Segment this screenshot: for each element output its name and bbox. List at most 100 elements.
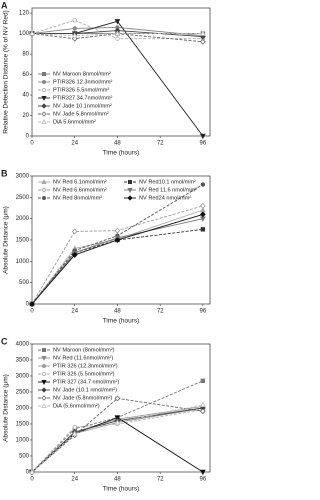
marker xyxy=(200,133,206,140)
series-line xyxy=(31,209,204,305)
legend-marker xyxy=(42,80,47,85)
y-tick-label: 1500 xyxy=(16,238,30,244)
figure: A 0 20 40 60 80 100 120 0 24 48 72 96 Time (hours) Rel… xyxy=(1,0,211,493)
x-axis-title: Time (hours) xyxy=(103,318,140,325)
panel-label: B xyxy=(1,168,8,178)
marker xyxy=(200,469,206,476)
y-axis-title: Relative Detection Distance (% of NV Red… xyxy=(3,10,10,134)
legend-marker xyxy=(41,387,47,393)
series-line xyxy=(31,184,204,305)
y-tick-label: 2500 xyxy=(16,390,30,396)
legend: NV Maroon (8nmol/mm²) NV Red (11.6nmol/mm… xyxy=(38,347,119,409)
chart-panel: C 0 500 1000 1500 2000 2500 3000 3500 4000 0 24 48 72… xyxy=(1,336,211,493)
legend-label: PTIR 327 (34.7 nmol/mm²) xyxy=(53,379,119,385)
y-tick-label: 0 xyxy=(26,134,30,140)
legend-label: NV Jade (10.1 nmol/mm²) xyxy=(53,387,117,393)
y-tick-label: 0 xyxy=(26,470,30,476)
marker xyxy=(115,36,120,41)
y-tick-label: 3500 xyxy=(16,358,30,364)
x-tick-label: 0 xyxy=(30,141,34,147)
legend-label: PTIR326 5.5nmol/mm² xyxy=(53,87,109,93)
marker xyxy=(71,228,78,235)
y-tick-label: 120 xyxy=(19,11,30,17)
legend-label: DiA (5.6nmol/mm²) xyxy=(53,403,100,409)
legend-label: PTIR327 34.7nmol/mm² xyxy=(53,95,113,101)
marker xyxy=(71,252,78,258)
x-tick-label: 96 xyxy=(200,309,207,315)
legend-marker xyxy=(127,187,133,193)
x-axis-title: Time (hours) xyxy=(103,150,140,157)
y-tick-label: 3000 xyxy=(16,374,30,380)
marker xyxy=(114,19,121,25)
marker xyxy=(114,395,121,402)
marker xyxy=(114,30,121,36)
x-axis-title: Time (hours) xyxy=(103,486,140,493)
chart-panel: B 0 500 1000 1500 2000 2500 3000 0 24 48 72 96 Time (… xyxy=(1,168,211,325)
x-tick-label: 0 xyxy=(30,477,34,483)
legend: NV Maroon 8nmol/mm² PTIR326 12.3nmol/mm² P… xyxy=(38,71,113,125)
series-line xyxy=(31,213,204,305)
x-tick-label: 72 xyxy=(157,141,164,147)
y-tick-label: 60 xyxy=(22,72,29,78)
y-tick-label: 80 xyxy=(22,52,29,58)
y-tick-label: 2000 xyxy=(16,216,30,222)
legend-marker xyxy=(42,347,47,352)
legend-label: NV Maroon (8nmol/mm²) xyxy=(53,347,115,353)
legend-label: NV Jade (5.8nmol/mm²) xyxy=(53,395,113,401)
series-line xyxy=(31,19,203,40)
legend-label: PTIR326 12.3nmol/mm² xyxy=(53,79,113,85)
y-axis-title: Absolute Distance (μm) xyxy=(3,374,10,442)
legend-label: NV Jade 10.1nmol/mm² xyxy=(53,103,112,109)
x-tick-label: 24 xyxy=(71,477,78,483)
legend-marker xyxy=(127,195,133,201)
x-tick-label: 72 xyxy=(157,477,164,483)
series-line xyxy=(31,33,203,37)
marker xyxy=(29,301,35,307)
legend-marker xyxy=(42,88,47,93)
legend-label: PTIR 326 (5.5nmol/mm²) xyxy=(53,371,115,377)
marker xyxy=(200,378,206,383)
series-line xyxy=(31,380,204,473)
series-line xyxy=(31,33,203,43)
series-line xyxy=(31,407,203,473)
marker xyxy=(199,202,206,209)
y-tick-label: 3000 xyxy=(16,174,30,180)
y-tick-label: 2000 xyxy=(16,406,30,412)
marker xyxy=(71,32,78,38)
legend-label: NV Maroon 8nmol/mm² xyxy=(53,71,111,77)
legend-label: DiA 5.6nmol/mm² xyxy=(53,119,96,125)
legend: NV Red 6.1nmol/mm² NV Red 6.6nmol/mm² NV R… xyxy=(38,179,197,201)
series-line xyxy=(31,27,203,37)
legend-label: NV Jade 5.8nmol/mm² xyxy=(53,111,109,117)
legend-marker xyxy=(41,96,47,101)
panel-label: C xyxy=(1,336,8,346)
marker xyxy=(29,468,35,475)
y-tick-label: 100 xyxy=(19,31,30,37)
legend-marker xyxy=(41,380,47,385)
x-tick-label: 96 xyxy=(200,141,207,147)
marker xyxy=(114,419,121,425)
marker xyxy=(200,30,206,36)
marker xyxy=(114,415,121,421)
plot-frame xyxy=(31,7,211,137)
y-tick-label: 1000 xyxy=(16,259,30,265)
legend-marker xyxy=(41,111,47,117)
y-tick-label: 20 xyxy=(22,113,29,119)
legend-marker xyxy=(41,119,47,124)
legend-marker xyxy=(41,395,47,401)
legend-label: NV Red24 nmol/mm² xyxy=(139,195,191,201)
x-tick-label: 48 xyxy=(114,141,121,147)
marker xyxy=(200,227,206,232)
marker xyxy=(114,237,121,243)
y-tick-label: 40 xyxy=(22,93,29,99)
y-tick-label: 1500 xyxy=(16,422,30,428)
marker xyxy=(72,18,77,23)
marker xyxy=(199,211,206,218)
y-tick-label: 500 xyxy=(19,280,30,286)
legend-label: NV Red 8nmol/mm² xyxy=(53,195,102,201)
marker xyxy=(200,216,206,222)
x-tick-label: 48 xyxy=(114,477,121,483)
legend-marker xyxy=(41,187,47,193)
legend-marker xyxy=(42,363,47,368)
